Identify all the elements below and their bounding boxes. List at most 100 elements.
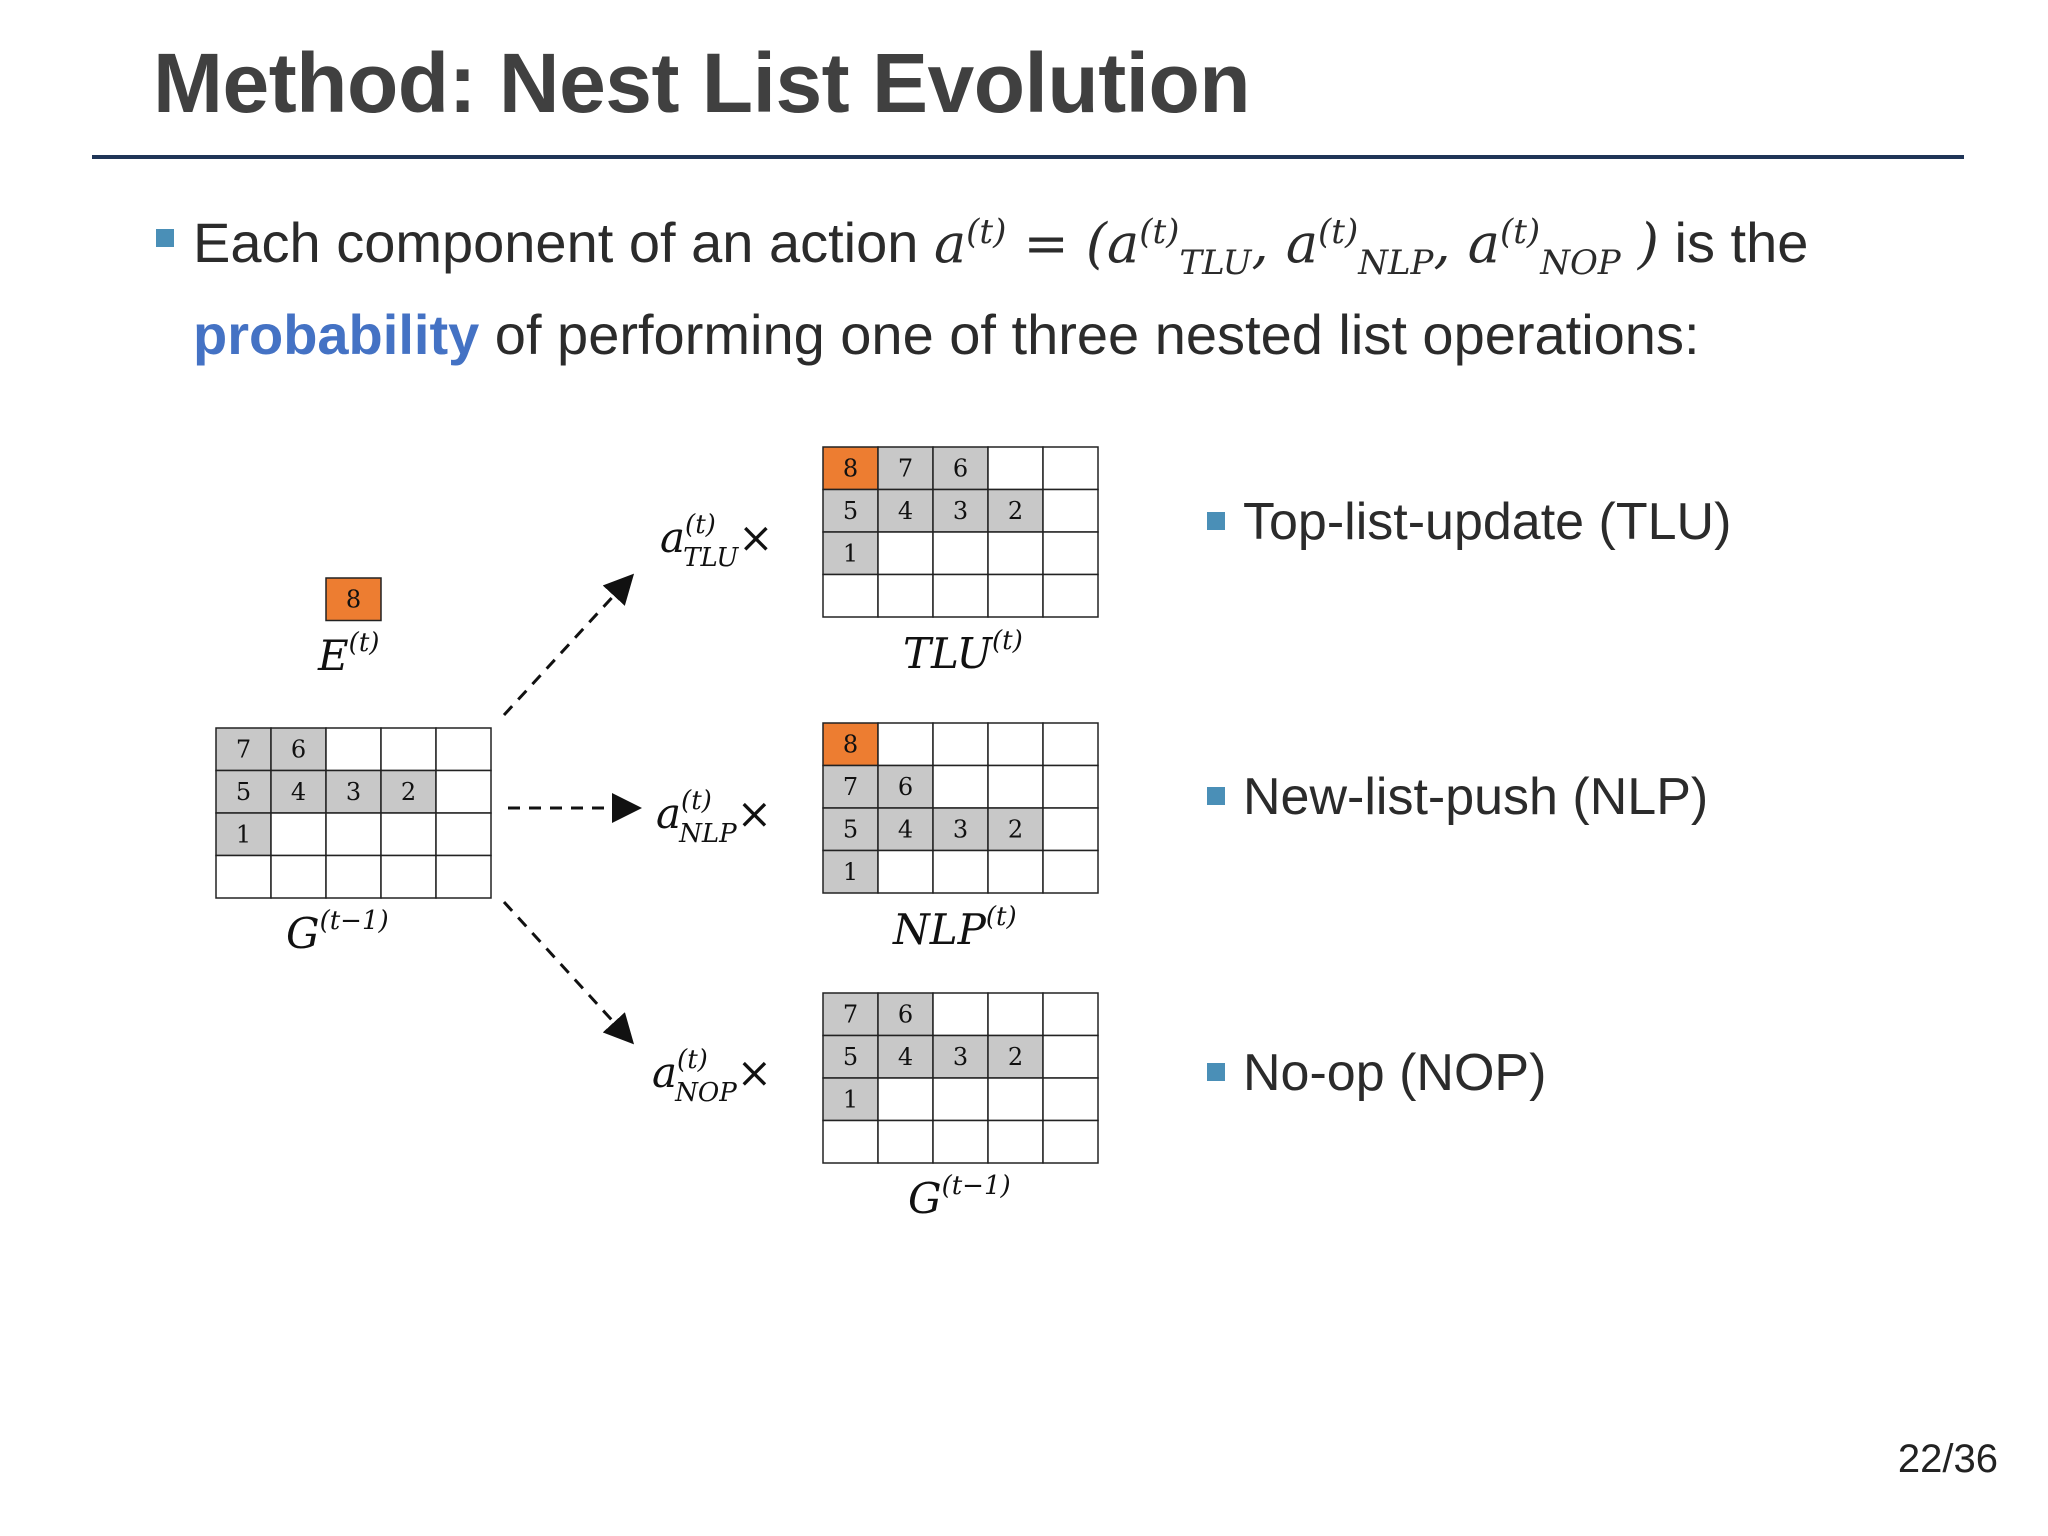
- bullet-square-icon: [1207, 787, 1225, 805]
- grid-cell-value: 4: [898, 1043, 913, 1071]
- coef-tlu-superscript: (t): [685, 510, 716, 540]
- grid-cell: [932, 573, 989, 618]
- grid-cell: [877, 488, 934, 533]
- grid-cell-value: 3: [953, 1043, 968, 1071]
- formula-component-nlp-subscript: NLP: [1358, 242, 1434, 283]
- coef-nlp-superscript: (t): [681, 786, 712, 816]
- grid-cell: [325, 854, 382, 899]
- grid-cell: [877, 807, 934, 852]
- grid-cell-value: 1: [843, 539, 858, 567]
- grid-cell: [877, 1077, 934, 1122]
- label-e-t: E(t): [317, 628, 379, 680]
- grid-cell: [380, 854, 437, 899]
- times-symbol: ×: [737, 1048, 772, 1097]
- grid-cell-value: 4: [898, 497, 913, 525]
- formula-component-tlu: a: [1107, 212, 1140, 275]
- formula-superscript: (t): [966, 212, 1007, 252]
- action-formula: a(t) = (a(t)TLU, a(t)NLP, a(t)NOP ): [933, 212, 1659, 283]
- grid-cell: [987, 446, 1044, 491]
- bullet-square-icon: [156, 229, 174, 247]
- intro-suffix: is the: [1674, 211, 1809, 274]
- grid-cell: [987, 764, 1044, 809]
- grid-cell: [987, 849, 1044, 894]
- grid-cell-value: 5: [843, 815, 858, 843]
- coef-nlp: a(t) NLP×: [656, 786, 772, 849]
- grid-cell-value: 7: [898, 454, 913, 482]
- grid-cell-value: 3: [953, 497, 968, 525]
- grid-cell: [435, 812, 492, 857]
- grid-cell-value: 7: [843, 773, 858, 801]
- title-divider: [92, 155, 1964, 159]
- intro-text: Each component of an action a(t) = (a(t)…: [193, 196, 1893, 371]
- grid-cell: [877, 446, 934, 491]
- new-element-value: 8: [346, 585, 361, 613]
- times-symbol: ×: [738, 513, 773, 562]
- grid-cell-value: 1: [236, 820, 251, 848]
- grid-cell: [987, 531, 1044, 576]
- coef-nop: a(t) NOP×: [652, 1045, 772, 1108]
- grid-cell-value: 2: [1008, 815, 1023, 843]
- grid-cell: [877, 764, 934, 809]
- formula-equals: = (: [1006, 212, 1108, 275]
- label-source-grid-superscript: (t−1): [320, 906, 389, 936]
- grid-cell: [270, 854, 327, 899]
- label-branch-grid-nlp-base: NLP: [892, 905, 987, 954]
- grid-cell: [325, 727, 382, 772]
- grid-cell: [380, 769, 437, 814]
- operation-label-tlu: Top-list-update (TLU): [1243, 493, 1732, 551]
- label-branch-grid-nop-superscript: (t−1): [942, 1171, 1011, 1201]
- label-e-t-base: E: [317, 631, 349, 680]
- grids-layer: 8 7 6 5 4 3 2 1 8 7 6 5 4 3 2 1 8 7 6 5 4 3 2 1 7 6 5 4 3 2 1: [215, 446, 1099, 1164]
- grid-cell: [822, 992, 879, 1037]
- grid-cell: [987, 1119, 1044, 1164]
- grid-cell: [877, 849, 934, 894]
- grid-cell: [932, 849, 989, 894]
- keyword-probability: probability: [193, 302, 480, 366]
- grid-cell: [1042, 446, 1099, 491]
- formula-component-nop-superscript: (t): [1499, 212, 1541, 252]
- coef-nop-base: a: [652, 1048, 677, 1097]
- grid-cell: [1042, 849, 1099, 894]
- coef-nlp-base: a: [656, 789, 681, 838]
- grid-cell: [822, 488, 879, 533]
- grid-cell-value: 8: [843, 454, 858, 482]
- grid-cell-value: 6: [898, 1000, 913, 1028]
- bullet-square-icon: [1207, 512, 1225, 530]
- grid-cell-value: 3: [346, 778, 361, 806]
- grid-cell: [932, 722, 989, 767]
- page-number: 22/36: [1897, 1437, 1998, 1481]
- intro-rest: of performing one of three nested list o…: [494, 302, 1700, 366]
- grid-cell: [270, 812, 327, 857]
- grid-cell: [380, 727, 437, 772]
- label-branch-grid-nop-base: G: [908, 1174, 942, 1223]
- label-branch-grid-tlu-superscript: (t): [992, 626, 1023, 656]
- label-branch-grid-nop: G(t−1): [908, 1171, 1011, 1223]
- grid-cell: [822, 573, 879, 618]
- formula-component-nlp-superscript: (t): [1318, 212, 1359, 252]
- grid-cell: [1042, 1119, 1099, 1164]
- coef-nlp-subscript: NLP: [678, 819, 737, 849]
- grid-cell: [435, 769, 492, 814]
- grid-cell: [435, 854, 492, 899]
- grid-cell-value: 5: [843, 497, 858, 525]
- grid-cell: [932, 992, 989, 1037]
- grid-cell: [270, 727, 327, 772]
- grid-cell: [1042, 992, 1099, 1037]
- grid-cell-value: 6: [291, 735, 306, 763]
- coef-tlu-base: a: [660, 513, 685, 562]
- label-e-t-superscript: (t): [349, 628, 380, 658]
- grid-cell-value: 6: [898, 773, 913, 801]
- grid-cell: [1042, 488, 1099, 533]
- grid-cell: [1042, 573, 1099, 618]
- grid-cell-value: 5: [843, 1043, 858, 1071]
- grid-cell: [987, 722, 1044, 767]
- grid-cell-value: 2: [1008, 497, 1023, 525]
- label-branch-grid-nlp: NLP(t): [892, 902, 1017, 954]
- grid-cell-value: 5: [236, 778, 251, 806]
- labels-layer: E(t)G(t−1)TLU(t)a(t) TLU×NLP(t)a(t) NLP×G(…: [286, 510, 1023, 1223]
- grid-cell: [215, 769, 272, 814]
- grid-cell: [877, 1119, 934, 1164]
- label-branch-grid-nlp-superscript: (t): [986, 902, 1017, 932]
- grid-cell: [987, 992, 1044, 1037]
- branch-grid-tlu: 8 7 6 5 4 3 2 1: [822, 446, 1099, 618]
